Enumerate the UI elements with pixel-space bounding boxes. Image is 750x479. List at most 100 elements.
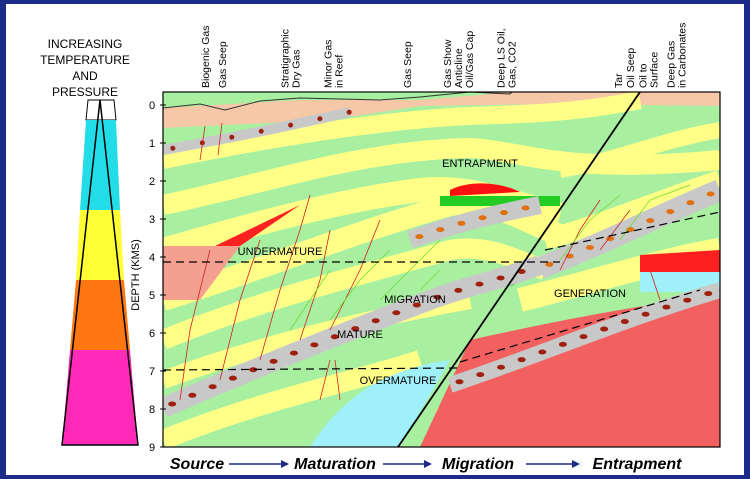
- source-dot: [606, 236, 615, 242]
- source-dot: [229, 134, 235, 140]
- source-dot: [646, 218, 655, 224]
- source-dot: [188, 392, 197, 398]
- source-dot: [310, 342, 319, 348]
- source-dot: [249, 367, 258, 373]
- source-dot: [228, 375, 237, 381]
- top-label: Dry Gas: [291, 49, 303, 88]
- source-dot: [457, 220, 466, 226]
- top-label: Minor Gas: [323, 40, 335, 88]
- source-dot: [258, 128, 264, 134]
- stage-arrow-head: [572, 460, 580, 468]
- top-label: in Reef: [334, 55, 346, 88]
- source-dot: [208, 384, 217, 390]
- source-dot: [330, 334, 339, 340]
- scale-title: AND: [72, 69, 98, 83]
- source-dot: [436, 227, 445, 233]
- source-dot: [496, 364, 505, 370]
- cross-section: [163, 92, 720, 447]
- source-dot: [626, 227, 635, 233]
- stage-label: Source: [170, 456, 224, 473]
- source-dot: [538, 349, 547, 355]
- source-dot: [683, 297, 692, 303]
- source-dot: [600, 326, 609, 332]
- source-dot: [706, 191, 715, 197]
- depth-tick-label: 4: [149, 252, 155, 264]
- top-label: in Carbonates: [677, 23, 689, 88]
- source-dot: [585, 244, 594, 250]
- source-dot: [478, 215, 487, 221]
- source-dot: [170, 145, 176, 151]
- depth-tick-label: 0: [149, 100, 155, 112]
- source-dot: [371, 318, 380, 324]
- source-dot: [392, 310, 401, 316]
- zone-label: MATURE: [337, 329, 383, 341]
- source-dot: [351, 326, 360, 332]
- source-dot: [455, 379, 464, 385]
- source-dot: [521, 205, 530, 211]
- scale-title: INCREASING: [48, 37, 123, 51]
- top-label: Biogenic Gas: [200, 26, 212, 88]
- source-dot: [269, 358, 278, 364]
- top-label: Gas Seep: [217, 41, 229, 88]
- zone-label: MIGRATION: [384, 294, 446, 306]
- top-label: Oil to: [638, 63, 650, 88]
- top-label: Anticline: [453, 48, 465, 88]
- depth-axis-label: DEPTH (KMS): [130, 239, 142, 311]
- source-dot: [317, 116, 323, 122]
- top-label: Gas Show: [442, 39, 454, 88]
- top-label: Gas, CO2: [507, 41, 519, 88]
- source-dot: [168, 401, 177, 407]
- source-dot: [433, 294, 442, 300]
- depth-tick-label: 7: [149, 366, 155, 378]
- depth-tick-label: 6: [149, 328, 155, 340]
- top-label: Oil Seep: [625, 48, 637, 88]
- source-dot: [496, 275, 505, 281]
- depth-tick-label: 8: [149, 404, 155, 416]
- top-label: Gas Seep: [402, 41, 414, 88]
- source-dot: [412, 302, 421, 308]
- zone-label: OVERMATURE: [360, 375, 437, 387]
- depth-tick-label: 5: [149, 290, 155, 302]
- source-dot: [620, 319, 629, 325]
- source-dot: [454, 287, 463, 293]
- zone-label: ENTRAPMENT: [442, 158, 518, 170]
- source-dot: [558, 341, 567, 347]
- source-dot: [288, 122, 294, 128]
- zone-label: GENERATION: [554, 288, 626, 300]
- top-label: Oil/Gas Cap: [464, 31, 476, 88]
- top-label: Deep Gas: [666, 41, 678, 88]
- depth-tick-label: 9: [149, 442, 155, 454]
- source-dot: [641, 311, 650, 317]
- source-dot: [346, 109, 352, 115]
- source-dot: [579, 334, 588, 340]
- source-dot: [666, 209, 675, 215]
- source-dot: [476, 372, 485, 378]
- top-label: Stratigraphic: [280, 29, 292, 88]
- top-label: Deep LS Oil,: [496, 28, 508, 88]
- source-dot: [415, 234, 424, 240]
- depth-tick-label: 3: [149, 214, 155, 226]
- source-dot: [704, 291, 713, 297]
- stage-label: Migration: [442, 456, 514, 473]
- top-label: Surface: [649, 52, 661, 88]
- scale-title: TEMPERATURE: [40, 53, 130, 67]
- source-dot: [686, 200, 695, 206]
- source-dot: [545, 261, 554, 267]
- temperature-scale: [61, 99, 139, 446]
- stage-arrow-head: [281, 460, 289, 468]
- source-dot: [475, 281, 484, 287]
- stage-arrow-head: [424, 460, 432, 468]
- source-dot: [662, 304, 671, 310]
- section-frame: [162, 91, 721, 448]
- depth-tick-label: 2: [149, 176, 155, 188]
- depth-tick-label: 1: [149, 138, 155, 150]
- source-dot: [289, 350, 298, 356]
- scale-title: PRESSURE: [52, 85, 118, 99]
- stage-label: Maturation: [294, 456, 376, 473]
- top-label: Tar: [613, 73, 625, 88]
- source-dot: [517, 357, 526, 363]
- zone-label: UNDERMATURE: [238, 246, 323, 258]
- source-dot: [500, 210, 509, 216]
